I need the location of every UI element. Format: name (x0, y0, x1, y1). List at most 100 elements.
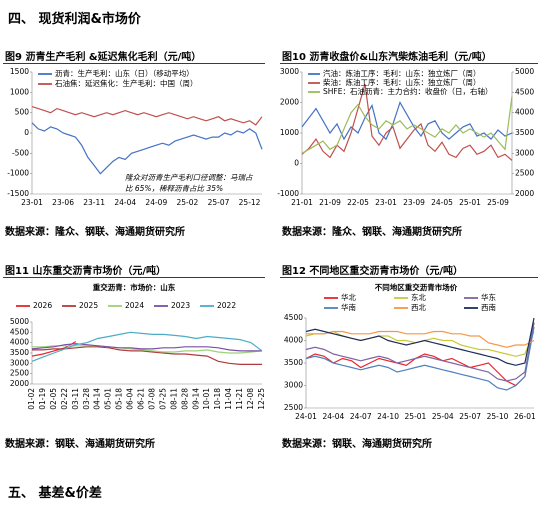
x-tick-label: 24-01 (295, 412, 317, 421)
x-tick-label: 21-09 (319, 198, 341, 207)
y2-tick-label: 2500 (515, 169, 534, 178)
y-tick-label: 3000 (284, 381, 303, 390)
legend-label: 柴油：炼油工序：毛利：山东：独立炼厂（周） (323, 77, 481, 87)
y-tick-label: 4500 (284, 313, 303, 322)
y-tick-label: 2000 (10, 379, 29, 388)
y-tick-label: 3500 (284, 358, 303, 367)
x-tick-label: 03-28 (82, 388, 91, 410)
x-tick-label: 25-04 (432, 412, 454, 421)
x-tick-label: 24-07 (350, 412, 372, 421)
y2-tick-label: 4000 (515, 108, 534, 117)
x-tick-label: 25-10 (487, 412, 509, 421)
series-line (31, 122, 263, 175)
x-tick-label: 09-14 (191, 388, 200, 410)
y-tick-label: 0 (24, 128, 29, 137)
title-rule (3, 63, 265, 64)
legend-label: 华东 (481, 292, 496, 302)
x-tick-label: 25-01 (459, 198, 481, 207)
x-tick-label: 21-01 (291, 198, 313, 207)
y-tick-label: 2000 (280, 98, 299, 107)
x-tick-label: 25-07 (459, 412, 481, 421)
source: 数据来源：钢联、海通期货研究所 (5, 439, 155, 450)
x-tick-label: 10-01 (202, 388, 211, 410)
legend-label: 华北 (341, 292, 356, 302)
y-tick-label: 3000 (280, 67, 299, 76)
x-tick-label: 25-01 (405, 412, 427, 421)
x-tick-label: 23-01 (375, 198, 397, 207)
x-tick-label: 03-11 (71, 388, 80, 410)
x-tick-label: 06-04 (126, 388, 135, 410)
x-tick-label: 23-09 (403, 198, 425, 207)
legend-label: 东北 (411, 292, 426, 302)
x-tick-label: 02-22 (60, 388, 69, 410)
y-tick-label: -1500 (7, 189, 29, 198)
x-tick-label: 01-19 (38, 388, 47, 410)
x-tick-label: 24-04 (114, 198, 136, 207)
x-tick-label: 01-02 (27, 388, 36, 410)
y2-tick-label: 4500 (515, 87, 534, 96)
x-tick-label: 08-28 (180, 388, 189, 410)
legend-label: 2026 (33, 301, 52, 310)
y-tick-label: 3500 (10, 348, 29, 357)
y-tick-label: 2500 (284, 403, 303, 412)
y-tick-label: -1000 (277, 189, 299, 198)
y2-tick-label: 5000 (515, 67, 534, 76)
x-tick-label: 12-25 (257, 388, 266, 410)
legend-label: 石油焦：延迟焦化：生产毛利：中国（周） (55, 78, 198, 88)
x-tick-label: 07-08 (147, 388, 156, 410)
chart-title: 图11 山东重交沥青市场价（元/吨） (5, 266, 167, 277)
y-tick-label: 5000 (10, 317, 29, 326)
series-line (31, 106, 263, 126)
x-tick-label: 24-05 (431, 198, 453, 207)
annotation: 比 65%，稀释沥青占比 35% (125, 184, 223, 193)
y2-tick-label: 3000 (515, 148, 534, 157)
legend-label: 西北 (411, 303, 426, 312)
source: 数据来源：隆众、钢联、海通期货研究所 (282, 227, 462, 238)
x-tick-label: 23-01 (21, 198, 43, 207)
x-tick-label: 24-04 (322, 412, 344, 421)
chart-title: 图12 不同地区重交沥青市场价（元/吨） (282, 266, 464, 277)
chart-title: 图10 沥青收盘价&山东汽柴炼油毛利（元/吨） (282, 52, 492, 63)
y-tick-label: 1500 (10, 67, 29, 76)
x-tick-label: 25-09 (487, 198, 509, 207)
y-tick-label: 500 (15, 108, 30, 117)
series-line (31, 343, 262, 352)
x-tick-label: 10-18 (213, 388, 222, 410)
series-line (305, 317, 535, 366)
x-tick-label: 22-05 (347, 198, 369, 207)
series-line (32, 346, 262, 365)
y-tick-label: -500 (12, 148, 29, 157)
y-tick-label: 3000 (10, 358, 29, 367)
source: 数据来源：钢联、海通期货研究所 (282, 439, 432, 450)
x-tick-label: 26-01 (514, 412, 536, 421)
legend-label: 华南 (341, 302, 356, 312)
y-tick-label: 4000 (10, 338, 29, 347)
legend-label: 沥青：生产毛利：山东（日）（移动平均） (55, 68, 194, 78)
legend-label: 2022 (217, 301, 236, 310)
x-tick-label: 23-11 (83, 198, 105, 207)
x-tick-label: 24-10 (377, 412, 399, 421)
annotation: 隆众对沥青生产毛利口径调整：马瑞占 (125, 173, 254, 182)
x-tick-label: 25-02 (177, 198, 199, 207)
title-rule (3, 277, 265, 278)
x-tick-label: 05-01 (104, 388, 113, 410)
chart: 2500 3000 3500 4000 4500 24-01 24-04 24-07 24-10… (284, 282, 536, 421)
series-line (305, 326, 535, 391)
x-tick-label: 25-12 (239, 198, 261, 207)
series-line (305, 322, 535, 387)
x-tick-label: 12-08 (246, 388, 255, 410)
title-rule (280, 277, 538, 278)
x-tick-label: 24-09 (145, 198, 167, 207)
section-heading: 五、 基差&价差 (8, 486, 102, 501)
x-tick-label: 08-11 (169, 388, 178, 410)
x-tick-label: 04-14 (93, 388, 102, 410)
y-tick-label: 2500 (10, 369, 29, 378)
series-line (31, 331, 263, 362)
x-tick-label: 07-25 (158, 388, 167, 410)
x-tick-label: 11-21 (235, 388, 244, 410)
y-tick-label: 1000 (10, 87, 29, 96)
title-rule (280, 63, 538, 64)
section-heading: 四、 现货利润&市场价 (8, 12, 141, 27)
legend-label: 2024 (125, 301, 144, 310)
